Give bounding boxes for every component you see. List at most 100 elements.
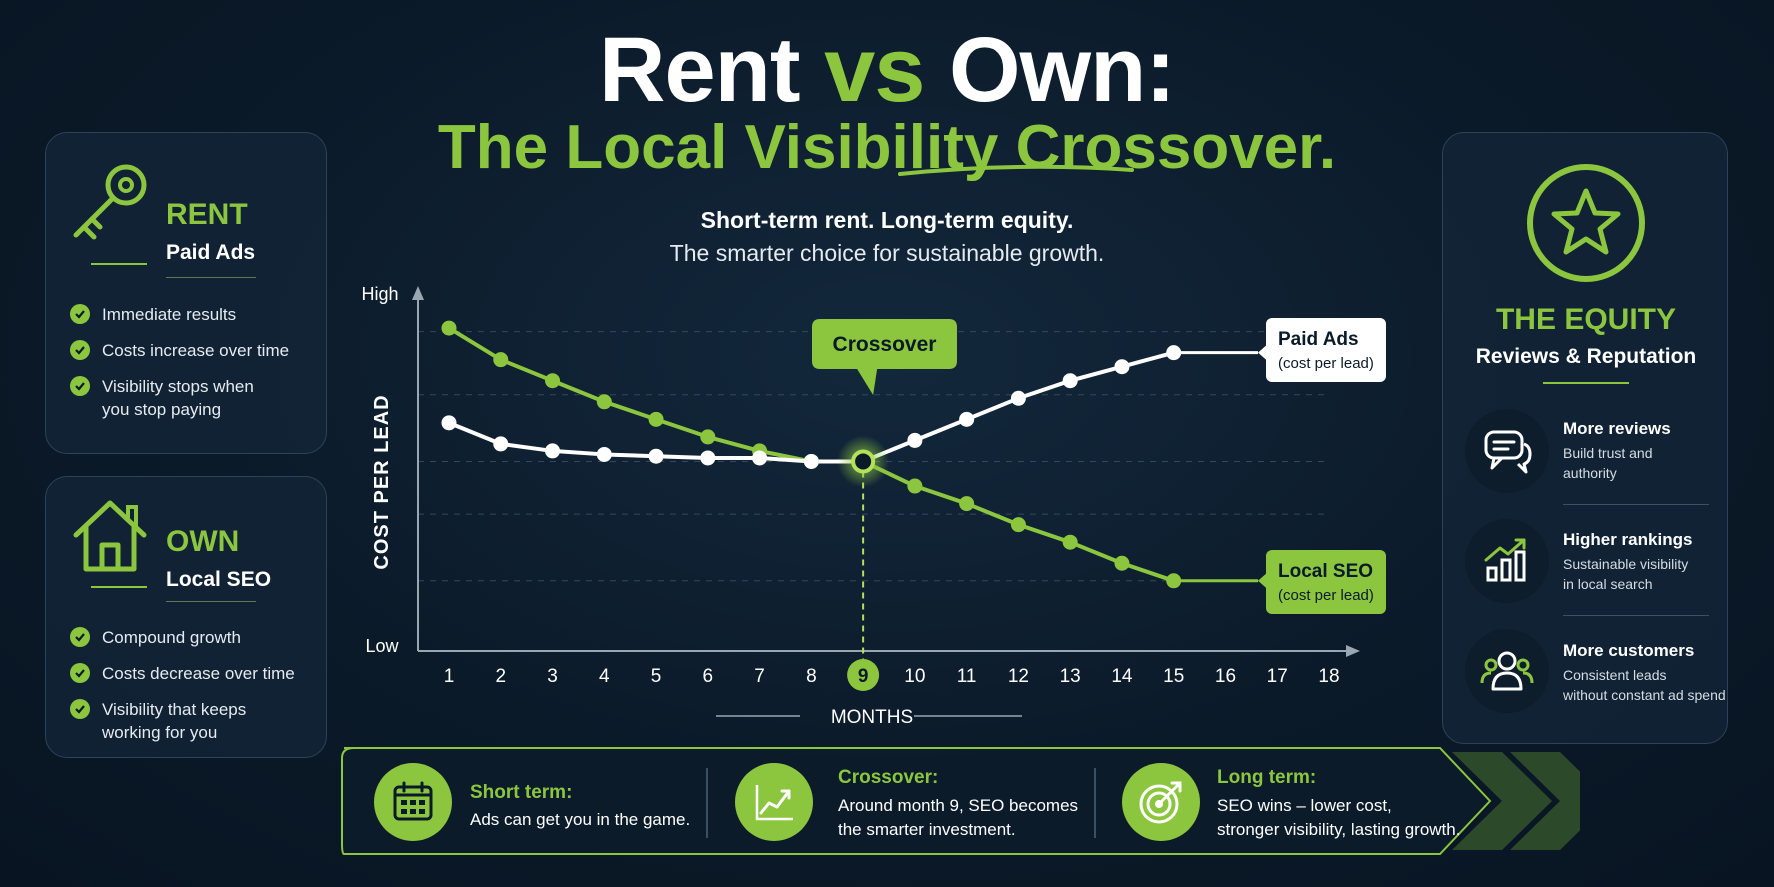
x-tick-label: 17 bbox=[1267, 666, 1288, 687]
equity-item-1-desc: Build trust and authority bbox=[1563, 445, 1653, 481]
bottom-separator-1 bbox=[706, 768, 708, 838]
equity-item-1-title: More reviews bbox=[1563, 419, 1671, 438]
x-tick-label: 7 bbox=[754, 666, 765, 687]
legend-pointer bbox=[1258, 573, 1266, 588]
check-icon bbox=[70, 376, 90, 396]
subtitle-line2: The smarter choice for sustainable growt… bbox=[669, 240, 1105, 266]
bottom-3-title: Long term: bbox=[1217, 767, 1317, 788]
title-own: Own: bbox=[948, 19, 1176, 121]
data-point-paid-ads bbox=[493, 436, 509, 452]
legend-sublabel: (cost per lead) bbox=[1278, 355, 1374, 372]
bottom-1-desc: Ads can get you in the game. bbox=[470, 810, 691, 829]
rent-item-3: Visibility stops when you stop paying bbox=[70, 375, 254, 421]
rent-sub: Paid Ads bbox=[166, 241, 256, 264]
equity-item-3-title: More customers bbox=[1563, 641, 1695, 660]
calendar-icon bbox=[374, 763, 452, 841]
chat-icon bbox=[1465, 409, 1549, 493]
rent-item-2: Costs increase over time bbox=[70, 339, 289, 362]
rent-item-1: Immediate results bbox=[70, 303, 236, 326]
y-axis-label: COST PER LEAD bbox=[371, 394, 393, 569]
check-icon bbox=[70, 663, 90, 683]
data-point-local-seo bbox=[493, 352, 509, 368]
crossover-callout bbox=[812, 319, 957, 395]
rent-rule-right bbox=[166, 277, 256, 278]
x-tick-label: 10 bbox=[904, 666, 925, 687]
x-tick-label: 13 bbox=[1060, 666, 1081, 687]
y-axis-arrow bbox=[412, 286, 424, 300]
x-tick-label: 12 bbox=[1008, 666, 1029, 687]
equity-item-3-desc: Consistent leads without constant ad spen… bbox=[1563, 667, 1726, 703]
series-line-paid-ads bbox=[448, 350, 1175, 464]
own-item-3: Visibility that keeps working for you bbox=[70, 698, 246, 744]
data-point-paid-ads bbox=[907, 432, 923, 448]
data-point-local-seo bbox=[596, 394, 612, 410]
rent-rule-left bbox=[91, 263, 147, 265]
data-point-paid-ads bbox=[1062, 373, 1078, 389]
data-point-local-seo bbox=[1010, 517, 1026, 533]
data-point-local-seo bbox=[441, 320, 457, 336]
crossover-label: Crossover bbox=[833, 333, 937, 356]
equity-panel: THE EQUITY Reviews & Reputation More rev… bbox=[1442, 132, 1728, 744]
legend-box-local-seo bbox=[1266, 550, 1386, 614]
data-point-paid-ads bbox=[596, 446, 612, 462]
data-point-paid-ads bbox=[803, 453, 819, 469]
check-icon bbox=[70, 304, 90, 324]
subtitle-line1: Short-term rent. Long-term equity. bbox=[700, 207, 1074, 233]
data-point-paid-ads bbox=[752, 450, 768, 466]
target-icon bbox=[1122, 763, 1200, 841]
bottom-2-title: Crossover: bbox=[838, 767, 939, 788]
data-point-local-seo bbox=[907, 478, 923, 494]
page-title-line2: The Local Visibility Crossover. bbox=[437, 113, 1337, 182]
bottom-banner bbox=[341, 747, 1580, 855]
x-tick-label: 14 bbox=[1111, 666, 1133, 687]
equity-item-2-title: Higher rankings bbox=[1563, 530, 1693, 549]
data-point-paid-ads bbox=[1114, 359, 1130, 375]
data-point-local-seo bbox=[1114, 555, 1130, 571]
data-point-local-seo bbox=[700, 429, 716, 445]
rent-heading: RENT bbox=[166, 198, 248, 231]
data-point-paid-ads bbox=[545, 443, 561, 459]
own-sub: Local SEO bbox=[166, 568, 272, 591]
y-tick-low: Low bbox=[365, 636, 399, 656]
equity-divider-2 bbox=[1563, 615, 1709, 616]
data-point-local-seo bbox=[648, 411, 664, 427]
title-rent: Rent bbox=[599, 19, 800, 121]
own-rule-left bbox=[91, 586, 147, 588]
page-title: Rent vs Own: bbox=[0, 20, 1774, 120]
data-point-paid-ads bbox=[700, 450, 716, 466]
legend-pointer bbox=[1258, 345, 1266, 360]
chevron-icon bbox=[1510, 752, 1580, 850]
bar-chart-icon bbox=[1465, 519, 1549, 603]
own-panel: OWN Local SEO Compound growth Costs decr… bbox=[45, 476, 327, 758]
x-tick-label: 5 bbox=[651, 666, 662, 687]
users-icon bbox=[1465, 629, 1549, 713]
x-tick-highlight bbox=[847, 659, 880, 691]
equity-heading: THE EQUITY bbox=[1495, 303, 1676, 336]
crossover-point bbox=[851, 449, 876, 474]
x-tick-label: 6 bbox=[703, 666, 714, 687]
x-tick-label: 18 bbox=[1318, 666, 1339, 687]
data-point-local-seo bbox=[959, 496, 975, 512]
trend-icon bbox=[735, 763, 813, 841]
equity-rule bbox=[1543, 382, 1629, 384]
x-tick-label: 3 bbox=[547, 666, 558, 687]
legend-box-paid-ads bbox=[1266, 318, 1386, 382]
x-tick-label: 16 bbox=[1215, 666, 1236, 687]
check-icon bbox=[70, 699, 90, 719]
legend-sublabel: (cost per lead) bbox=[1278, 587, 1374, 604]
chevron-icon bbox=[1452, 752, 1552, 850]
star-icon bbox=[1527, 164, 1645, 282]
data-point-paid-ads bbox=[648, 448, 664, 464]
equity-sub: Reviews & Reputation bbox=[1475, 345, 1697, 368]
legend-name: Paid Ads bbox=[1278, 329, 1359, 350]
bottom-2-desc: Around month 9, SEO becomes the smarter i… bbox=[838, 796, 1079, 839]
x-axis-label: MONTHS bbox=[831, 707, 913, 728]
x-axis-arrow bbox=[1346, 645, 1360, 657]
check-icon bbox=[70, 340, 90, 360]
rent-panel: RENT Paid Ads Immediate results Costs in… bbox=[45, 132, 327, 454]
x-tick-label: 8 bbox=[806, 666, 817, 687]
data-point-local-seo bbox=[545, 373, 561, 389]
equity-item-2-desc: Sustainable visibility in local search bbox=[1563, 556, 1689, 592]
y-tick-high: High bbox=[361, 284, 398, 304]
